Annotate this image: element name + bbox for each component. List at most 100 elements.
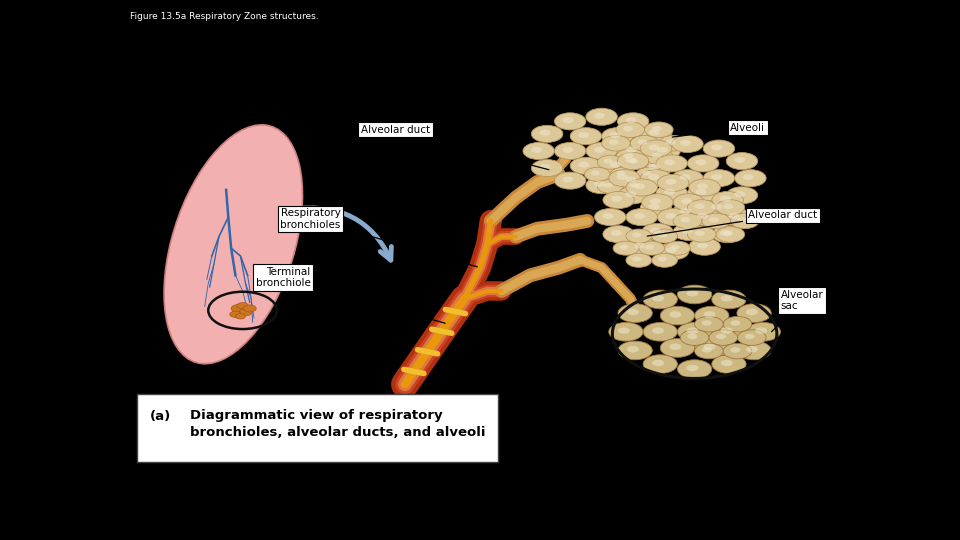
Circle shape [711,355,746,374]
Circle shape [617,152,649,170]
Circle shape [711,204,722,210]
Circle shape [563,177,573,183]
Circle shape [746,346,758,353]
Circle shape [673,213,702,229]
Circle shape [586,177,617,194]
Circle shape [626,229,652,243]
Circle shape [652,253,678,267]
Circle shape [239,309,252,316]
Circle shape [660,339,695,357]
Circle shape [594,208,626,226]
Circle shape [731,213,759,229]
Circle shape [649,143,681,159]
Circle shape [737,217,748,222]
Circle shape [703,170,734,187]
Circle shape [642,171,651,176]
Circle shape [678,360,711,379]
Circle shape [746,322,780,341]
Text: (a): (a) [150,409,171,422]
Circle shape [695,231,705,236]
Circle shape [594,113,605,119]
Circle shape [623,126,633,131]
Circle shape [656,155,687,172]
Circle shape [656,185,687,201]
Circle shape [645,245,654,249]
Circle shape [712,226,743,243]
Circle shape [617,143,649,159]
Circle shape [687,200,716,215]
FancyBboxPatch shape [136,394,498,462]
Circle shape [734,157,745,163]
Circle shape [602,127,633,145]
Circle shape [618,304,652,322]
Circle shape [726,187,757,204]
Circle shape [664,241,690,255]
Circle shape [597,155,623,169]
Circle shape [540,164,550,170]
Circle shape [640,199,672,217]
Circle shape [696,189,707,195]
Circle shape [681,330,708,346]
Circle shape [609,139,619,145]
Circle shape [602,136,630,151]
Circle shape [672,170,703,187]
Circle shape [640,140,672,157]
Circle shape [702,320,711,326]
Circle shape [678,322,711,341]
Circle shape [597,179,623,193]
Circle shape [734,191,745,197]
Circle shape [664,159,675,165]
Circle shape [610,132,621,138]
Circle shape [720,196,731,202]
Circle shape [594,181,605,187]
Circle shape [649,164,660,170]
Circle shape [702,347,711,353]
Circle shape [723,231,733,236]
Circle shape [726,152,757,170]
Circle shape [658,208,689,226]
Circle shape [697,242,708,248]
Circle shape [231,305,246,312]
Circle shape [721,327,732,334]
Circle shape [634,242,645,248]
Circle shape [578,132,589,138]
Circle shape [658,174,689,191]
Circle shape [712,191,743,208]
Circle shape [630,136,659,151]
Circle shape [532,125,563,143]
Circle shape [523,143,555,159]
Circle shape [669,343,682,350]
Ellipse shape [164,125,302,364]
Circle shape [602,157,633,174]
Circle shape [611,167,636,181]
Circle shape [611,196,622,202]
Circle shape [737,330,766,346]
Circle shape [703,199,734,217]
Circle shape [703,140,734,157]
Circle shape [625,157,636,163]
Circle shape [611,230,622,236]
Circle shape [665,247,677,253]
Circle shape [627,309,639,315]
Circle shape [633,256,641,261]
Circle shape [626,179,658,196]
Circle shape [616,149,644,165]
Circle shape [687,155,719,172]
Circle shape [625,191,636,197]
Circle shape [695,339,729,357]
Circle shape [721,360,732,366]
Circle shape [643,290,678,309]
Circle shape [711,174,722,180]
Circle shape [626,177,636,183]
Circle shape [594,147,605,153]
Circle shape [731,320,740,326]
Circle shape [540,130,550,136]
Circle shape [723,343,752,359]
Circle shape [720,208,752,226]
Circle shape [723,204,733,209]
Circle shape [609,322,643,341]
Circle shape [648,174,660,180]
Circle shape [689,179,720,196]
Text: Alveoli: Alveoli [672,123,765,137]
Circle shape [237,302,249,309]
